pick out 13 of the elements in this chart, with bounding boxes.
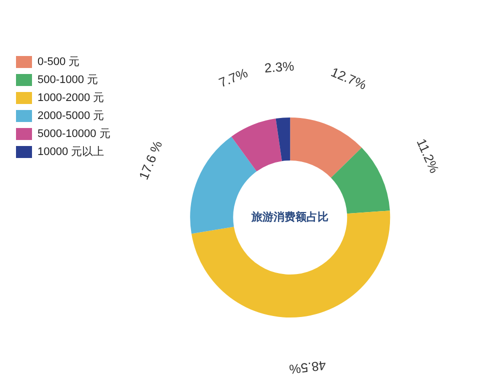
legend-label: 2000-5000 元 bbox=[38, 110, 104, 122]
legend-label: 0-500 元 bbox=[38, 56, 80, 68]
legend-label: 10000 元以上 bbox=[38, 145, 104, 158]
data-label: 7.7% bbox=[216, 65, 250, 90]
data-label: 11.2% bbox=[414, 136, 442, 176]
data-label: 17.6 % bbox=[136, 138, 166, 182]
data-label: 12.7% bbox=[328, 64, 370, 93]
text: 旅游消费额占比 bbox=[250, 210, 329, 224]
data-label: 2.3% bbox=[264, 58, 295, 76]
legend-label: 500-1000 元 bbox=[38, 74, 98, 86]
legend-label: 5000-10000 元 bbox=[38, 128, 110, 140]
legend-label: 1000-2000 元 bbox=[38, 92, 104, 104]
data-label: 48.5% bbox=[288, 358, 327, 378]
